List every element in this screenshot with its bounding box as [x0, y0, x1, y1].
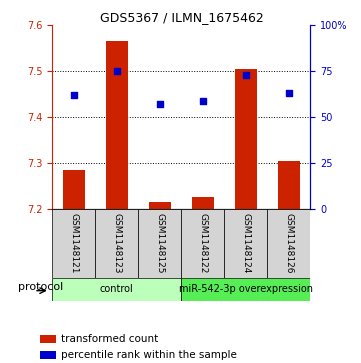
Point — [71, 92, 77, 98]
Bar — [192, 197, 214, 209]
Text: control: control — [100, 285, 134, 294]
Bar — [268, 209, 310, 278]
Bar — [149, 202, 171, 209]
Bar — [63, 170, 84, 209]
Bar — [106, 41, 128, 209]
Bar — [52, 278, 182, 301]
Bar — [225, 209, 268, 278]
Bar — [52, 209, 95, 278]
Text: GSM1148121: GSM1148121 — [69, 213, 78, 273]
Text: GSM1148125: GSM1148125 — [155, 213, 164, 273]
Bar — [181, 209, 225, 278]
Bar — [138, 209, 181, 278]
Text: protocol: protocol — [18, 282, 64, 292]
Point — [286, 90, 292, 96]
Point — [200, 98, 206, 103]
Point — [114, 68, 120, 74]
Text: GSM1148122: GSM1148122 — [199, 213, 208, 273]
Point — [243, 72, 249, 78]
Text: GSM1148123: GSM1148123 — [112, 213, 121, 273]
Text: percentile rank within the sample: percentile rank within the sample — [61, 350, 237, 360]
Bar — [181, 278, 310, 301]
Point — [157, 101, 163, 107]
Bar — [40, 351, 56, 359]
Bar — [40, 335, 56, 343]
Bar — [235, 69, 257, 209]
Text: GSM1148124: GSM1148124 — [242, 213, 251, 273]
Text: transformed count: transformed count — [61, 334, 158, 344]
Title: GDS5367 / ILMN_1675462: GDS5367 / ILMN_1675462 — [100, 11, 263, 24]
Bar — [278, 160, 300, 209]
Text: miR-542-3p overexpression: miR-542-3p overexpression — [179, 285, 313, 294]
Bar — [95, 209, 138, 278]
Text: GSM1148126: GSM1148126 — [284, 213, 293, 273]
